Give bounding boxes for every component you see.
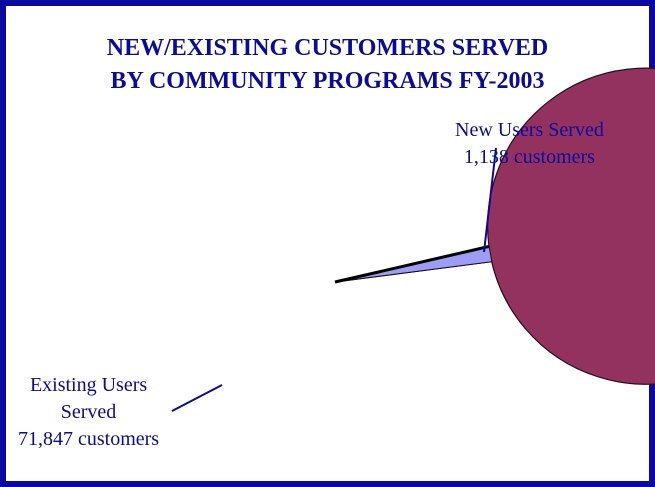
leader-line-existing-users <box>171 384 223 412</box>
label-existing-users-name-2: Served <box>60 401 117 423</box>
pie-slice-existing-users <box>334 67 655 385</box>
chart-title-line-2: BY COMMUNITY PROGRAMS FY-2003 <box>110 68 545 94</box>
label-existing-users: Existing Users Served 71,847 customers <box>18 372 159 453</box>
chart-title: NEW/EXISTING CUSTOMERS SERVED BY COMMUNI… <box>6 32 649 98</box>
leader-line-new-users <box>483 147 497 253</box>
label-existing-users-value: 71,847 customers <box>18 428 160 450</box>
label-new-users-value: 1,138 customers <box>463 146 595 168</box>
label-new-users-name: New Users Served <box>455 119 604 141</box>
chart-title-line-1: NEW/EXISTING CUSTOMERS SERVED <box>106 35 549 61</box>
label-existing-users-name-1: Existing Users <box>29 374 148 396</box>
slice-edge-line <box>334 244 490 284</box>
label-new-users: New Users Served 1,138 customers <box>455 117 604 171</box>
